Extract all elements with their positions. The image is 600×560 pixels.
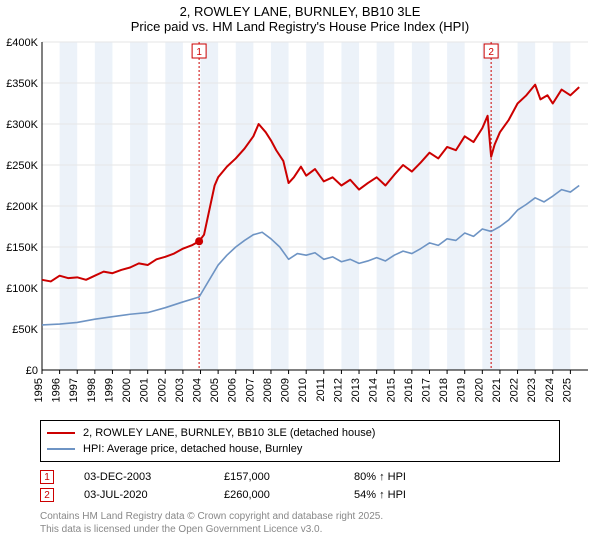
svg-text:1998: 1998 bbox=[86, 378, 98, 402]
svg-text:2002: 2002 bbox=[156, 378, 168, 402]
svg-text:£0: £0 bbox=[26, 365, 38, 377]
sale-row: 1 03-DEC-2003 £157,000 80% ↑ HPI bbox=[0, 468, 600, 486]
svg-text:2023: 2023 bbox=[526, 378, 538, 402]
svg-text:2021: 2021 bbox=[491, 378, 503, 402]
svg-text:£350K: £350K bbox=[6, 78, 38, 90]
svg-text:2006: 2006 bbox=[227, 378, 239, 402]
svg-text:2025: 2025 bbox=[561, 378, 573, 402]
svg-text:2016: 2016 bbox=[403, 378, 415, 402]
svg-text:2020: 2020 bbox=[473, 378, 485, 402]
svg-text:2009: 2009 bbox=[280, 378, 292, 402]
credit-line: This data is licensed under the Open Gov… bbox=[40, 523, 560, 536]
title-subtitle: Price paid vs. HM Land Registry's House … bbox=[8, 19, 592, 34]
svg-text:2015: 2015 bbox=[385, 378, 397, 402]
svg-text:£300K: £300K bbox=[6, 119, 38, 131]
svg-text:£400K: £400K bbox=[6, 37, 38, 49]
credit-text: Contains HM Land Registry data © Crown c… bbox=[0, 504, 600, 540]
svg-text:2: 2 bbox=[488, 47, 494, 58]
svg-text:£100K: £100K bbox=[6, 283, 38, 295]
chart-container: 2, ROWLEY LANE, BURNLEY, BB10 3LE Price … bbox=[0, 0, 600, 540]
legend-label: 2, ROWLEY LANE, BURNLEY, BB10 3LE (detac… bbox=[83, 427, 375, 439]
svg-text:2004: 2004 bbox=[192, 378, 204, 402]
svg-text:1996: 1996 bbox=[51, 378, 63, 402]
legend-label: HPI: Average price, detached house, Burn… bbox=[83, 443, 302, 455]
svg-text:£250K: £250K bbox=[6, 160, 38, 172]
svg-text:1997: 1997 bbox=[68, 378, 80, 402]
svg-text:2019: 2019 bbox=[456, 378, 468, 402]
legend-item: 2, ROWLEY LANE, BURNLEY, BB10 3LE (detac… bbox=[47, 425, 553, 441]
legend-item: HPI: Average price, detached house, Burn… bbox=[47, 441, 553, 457]
sale-marker-box: 2 bbox=[40, 488, 54, 502]
svg-text:2018: 2018 bbox=[438, 378, 450, 402]
svg-text:2024: 2024 bbox=[544, 378, 556, 402]
sale-hpi: 54% ↑ HPI bbox=[354, 489, 474, 501]
svg-text:£50K: £50K bbox=[12, 324, 38, 336]
plot-area: 1 2 £0 £50K £100K £150K £200K £250K £300K £350K £4… bbox=[0, 36, 600, 416]
svg-text:2011: 2011 bbox=[315, 378, 327, 402]
sale-hpi: 80% ↑ HPI bbox=[354, 471, 474, 483]
svg-text:2010: 2010 bbox=[297, 378, 309, 402]
svg-text:£200K: £200K bbox=[6, 201, 38, 213]
chart-title: 2, ROWLEY LANE, BURNLEY, BB10 3LE Price … bbox=[0, 0, 600, 36]
sale-marker-box: 1 bbox=[40, 470, 54, 484]
svg-text:2012: 2012 bbox=[332, 378, 344, 402]
svg-text:1999: 1999 bbox=[103, 378, 115, 402]
sale-date: 03-DEC-2003 bbox=[84, 471, 194, 483]
chart-svg: 1 2 £0 £50K £100K £150K £200K £250K £300K £350K £4… bbox=[0, 36, 600, 416]
sale-price: £260,000 bbox=[224, 489, 324, 501]
svg-text:£150K: £150K bbox=[6, 242, 38, 254]
title-address: 2, ROWLEY LANE, BURNLEY, BB10 3LE bbox=[8, 4, 592, 19]
svg-text:2008: 2008 bbox=[262, 378, 274, 402]
svg-text:2022: 2022 bbox=[509, 378, 521, 402]
svg-text:1: 1 bbox=[196, 47, 202, 58]
sale-price: £157,000 bbox=[224, 471, 324, 483]
legend-swatch bbox=[47, 448, 75, 450]
legend-swatch bbox=[47, 432, 75, 434]
svg-text:2003: 2003 bbox=[174, 378, 186, 402]
sale-row: 2 03-JUL-2020 £260,000 54% ↑ HPI bbox=[0, 486, 600, 504]
legend: 2, ROWLEY LANE, BURNLEY, BB10 3LE (detac… bbox=[40, 420, 560, 462]
svg-text:2013: 2013 bbox=[350, 378, 362, 402]
svg-text:2014: 2014 bbox=[368, 378, 380, 402]
svg-text:2000: 2000 bbox=[121, 378, 133, 402]
svg-text:2017: 2017 bbox=[420, 378, 432, 402]
svg-text:2005: 2005 bbox=[209, 378, 221, 402]
svg-text:2001: 2001 bbox=[139, 378, 151, 402]
svg-text:1995: 1995 bbox=[33, 378, 45, 402]
sale-date: 03-JUL-2020 bbox=[84, 489, 194, 501]
credit-line: Contains HM Land Registry data © Crown c… bbox=[40, 510, 560, 523]
svg-text:2007: 2007 bbox=[244, 378, 256, 402]
